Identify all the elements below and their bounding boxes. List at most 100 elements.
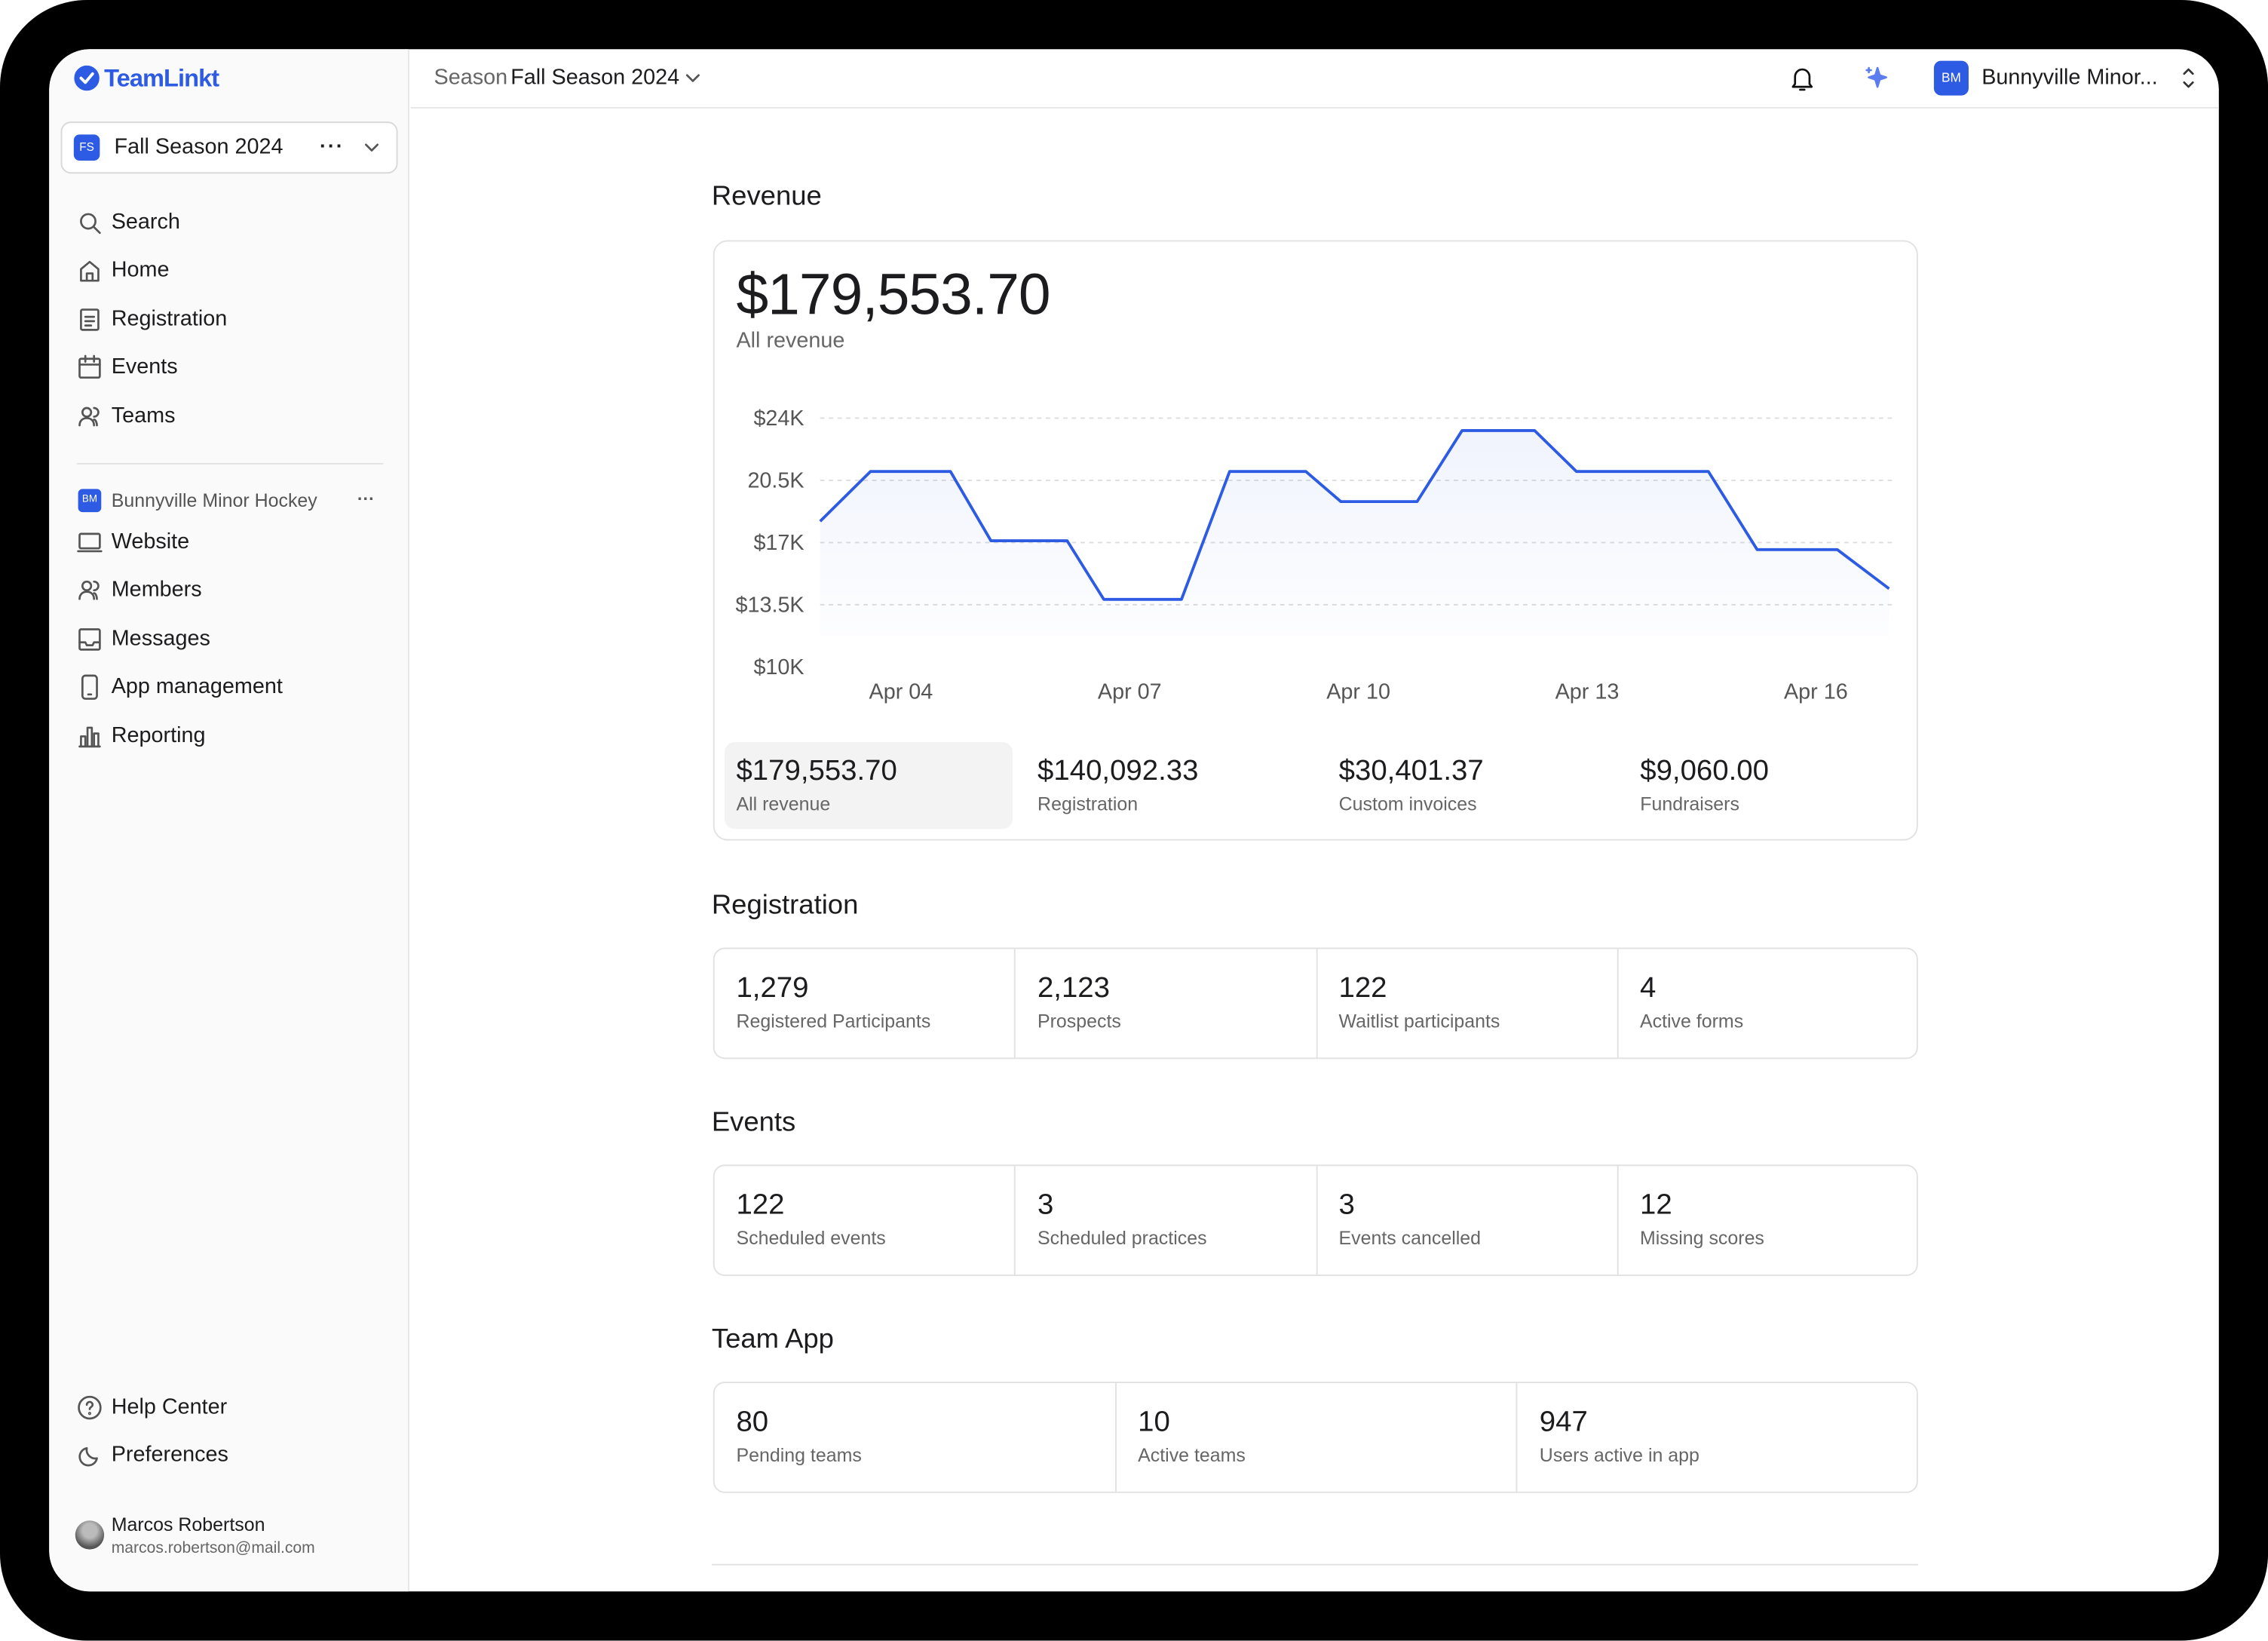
nav-item[interactable]: Events: [111, 354, 178, 379]
stat-label: Active forms: [1639, 1010, 1744, 1032]
nav-item[interactable]: Website: [111, 529, 190, 554]
avatar: [75, 1520, 105, 1550]
stat-divider: [1617, 1164, 1619, 1277]
stat-divider: [1617, 947, 1619, 1060]
section-title: Events: [711, 1107, 796, 1139]
revenue-total-label: All revenue: [736, 328, 845, 354]
nav-icon: [80, 213, 101, 235]
breakdown-value: $9,060.00: [1640, 755, 1769, 787]
stat-label: Pending teams: [736, 1443, 862, 1466]
breakdown-label: All revenue: [736, 793, 831, 815]
stat-value: 947: [1539, 1406, 1588, 1438]
stat-value: 4: [1639, 972, 1657, 1005]
user-email: marcos.robertson@mail.com: [111, 1539, 315, 1557]
nav-item[interactable]: Help Center: [111, 1394, 228, 1419]
org-avatar-text: BM: [1941, 70, 1961, 85]
chevron: [365, 143, 379, 152]
org-avatar[interactable]: [1933, 60, 1969, 96]
stat-label: Missing scores: [1639, 1227, 1764, 1249]
breakdown-value: $179,553.70: [736, 755, 897, 787]
section-title: Registration: [711, 890, 859, 922]
stat-value: 12: [1639, 1189, 1672, 1222]
stat-label: Scheduled events: [736, 1227, 886, 1249]
stat-divider: [1516, 1382, 1519, 1493]
stat-divider: [1315, 947, 1317, 1060]
stat-divider: [1014, 1164, 1016, 1277]
section-title: Revenue: [711, 181, 822, 213]
stat-label: Prospects: [1037, 1010, 1121, 1032]
breakdown-label: Registration: [1037, 793, 1139, 815]
nav-icon: [80, 308, 100, 331]
screen: [49, 49, 2219, 1592]
nav-item[interactable]: Teams: [111, 403, 176, 428]
nav-icon: [80, 261, 100, 283]
org-name: Bunnyville Minor Hockey: [111, 489, 317, 511]
section-title: Team App: [711, 1324, 834, 1355]
nav-icon: [78, 354, 101, 379]
more: ···: [319, 133, 345, 158]
org-more: ···: [357, 489, 375, 509]
org-switcher[interactable]: Bunnyville Minor...: [1981, 65, 2158, 90]
nav-item[interactable]: Members: [111, 578, 202, 603]
nav-item[interactable]: Search: [111, 210, 180, 235]
help-icon: [78, 1395, 102, 1420]
nav-icon: [77, 532, 103, 553]
season-badge-text: FS: [79, 140, 94, 154]
breakdown-value: $140,092.33: [1037, 755, 1199, 787]
stat-label: Waitlist participants: [1338, 1010, 1500, 1032]
sidebar-divider: [76, 462, 384, 465]
revenue-card: [713, 240, 1918, 841]
nav-icon: [78, 581, 100, 601]
nav-item[interactable]: Reporting: [111, 722, 206, 748]
bottom-divider: [711, 1563, 1918, 1566]
user-name: Marcos Robertson: [111, 1514, 265, 1535]
breakdown-value: $30,401.37: [1338, 755, 1484, 787]
season-name: Fall Season 2024: [114, 134, 284, 160]
stat-label: Events cancelled: [1338, 1227, 1482, 1249]
stat-value: 122: [1338, 972, 1387, 1005]
sidebar: [49, 49, 409, 1592]
org-badge: [78, 489, 102, 513]
org-badge-text: BM: [81, 494, 98, 505]
nav-icon: [78, 406, 100, 426]
season-label: Season: [434, 65, 508, 90]
nav-item[interactable]: Messages: [111, 626, 210, 651]
stat-label: Active teams: [1138, 1443, 1246, 1466]
nav-item[interactable]: App management: [111, 674, 283, 699]
stat-divider: [1315, 1164, 1317, 1277]
stat-card: [713, 1382, 1918, 1493]
chevron: [685, 74, 700, 82]
breakdown-label: Fundraisers: [1640, 793, 1739, 815]
stat-value: 122: [736, 1189, 785, 1222]
stat-value: 10: [1138, 1406, 1170, 1438]
breakdown-label: Custom invoices: [1338, 793, 1477, 815]
stat-value: 3: [1338, 1189, 1355, 1222]
stat-label: Scheduled practices: [1037, 1227, 1207, 1249]
updown: [2183, 68, 2194, 88]
stat-divider: [1114, 1382, 1117, 1493]
nav-icon: [78, 725, 101, 747]
stat-value: 1,279: [736, 972, 809, 1005]
stat-value: 3: [1037, 1189, 1054, 1222]
nav-item[interactable]: Home: [111, 258, 170, 283]
header-season[interactable]: Fall Season 2024: [510, 65, 680, 90]
stat-label: Users active in app: [1539, 1443, 1699, 1466]
moon-icon: [78, 1446, 98, 1467]
header-border: [410, 106, 2219, 109]
nav-icon: [78, 627, 101, 651]
nav-item[interactable]: Preferences: [111, 1442, 228, 1468]
season-badge: [73, 134, 100, 161]
nav-item[interactable]: Registration: [111, 306, 228, 331]
stat-divider: [1014, 947, 1016, 1060]
revenue-total: $179,553.70: [736, 263, 1050, 327]
sparkle: [1865, 66, 1887, 88]
logo: TeamLinkt: [104, 64, 219, 93]
tab-highlight[interactable]: [725, 742, 1013, 830]
stat-label: Registered Participants: [736, 1010, 931, 1032]
stat-value: 80: [736, 1406, 769, 1438]
logo-icon: [74, 65, 100, 91]
season-selector[interactable]: [60, 121, 398, 174]
stat-value: 2,123: [1037, 972, 1111, 1005]
